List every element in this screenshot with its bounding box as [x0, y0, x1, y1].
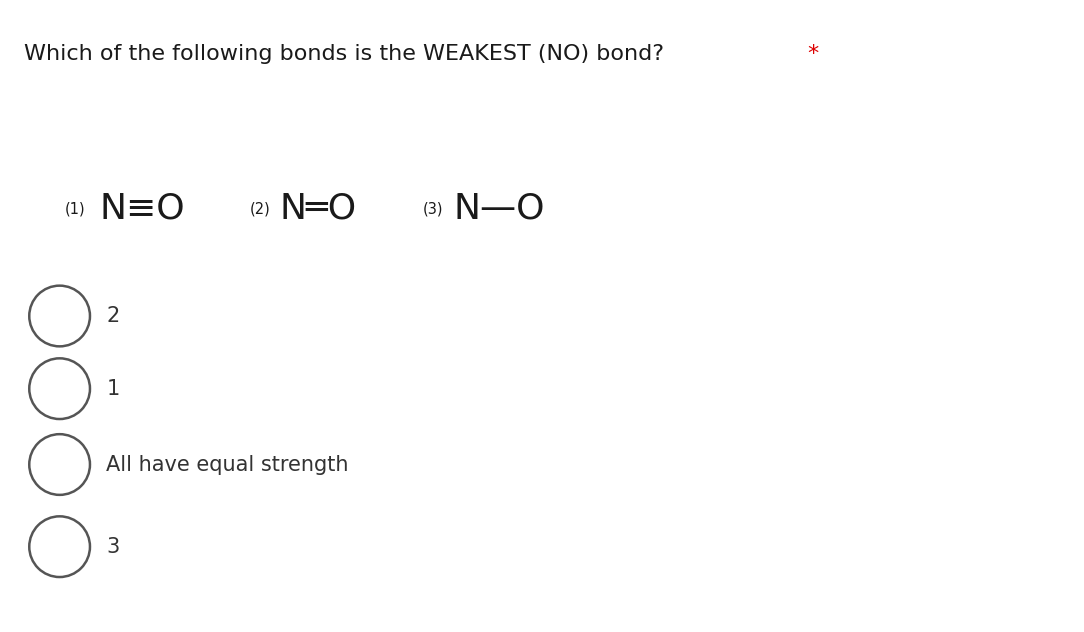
- Text: All have equal strength: All have equal strength: [106, 454, 349, 475]
- Text: Which of the following bonds is the WEAKEST (NO) bond?: Which of the following bonds is the WEAK…: [24, 44, 663, 64]
- Text: *: *: [808, 44, 818, 64]
- Text: (3): (3): [423, 201, 443, 216]
- Text: N≡O: N≡O: [100, 191, 185, 226]
- Text: (2): (2): [249, 201, 270, 216]
- Text: 1: 1: [106, 379, 119, 399]
- Text: N—O: N—O: [453, 191, 544, 226]
- Text: (1): (1): [65, 201, 86, 216]
- Text: 3: 3: [106, 537, 119, 557]
- Text: 2: 2: [106, 306, 119, 326]
- Text: N═O: N═O: [280, 191, 357, 226]
